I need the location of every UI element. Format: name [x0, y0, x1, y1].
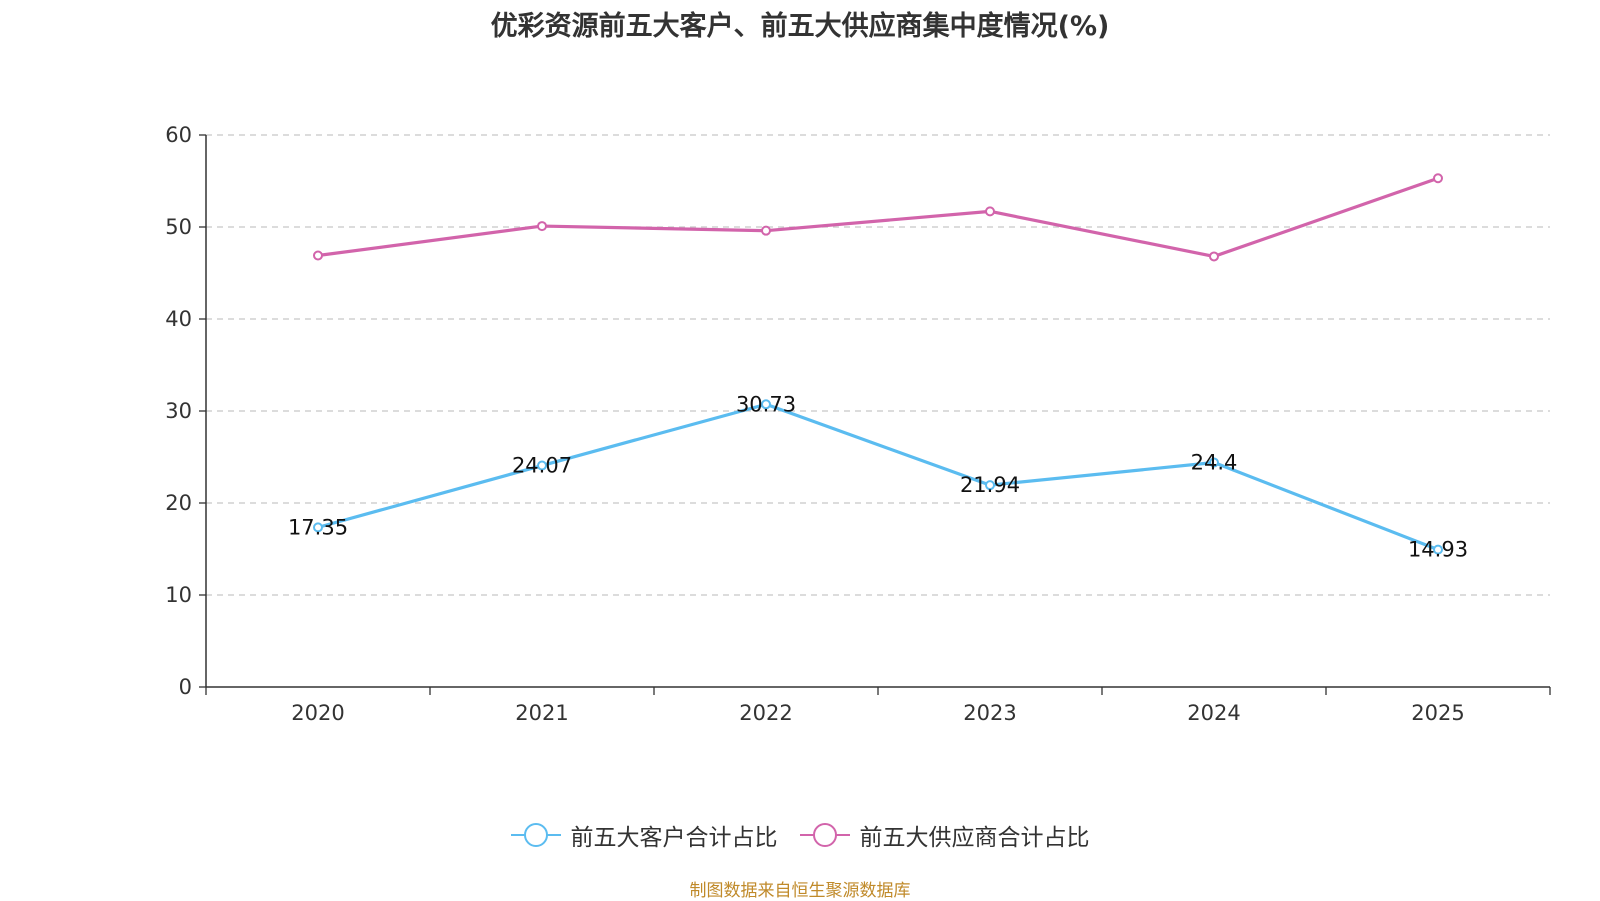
point-0-2023 — [985, 480, 995, 491]
y-tick-label-20: 20 — [165, 491, 192, 515]
y-tick-label-30: 30 — [165, 399, 192, 423]
x-tick-label-2022: 2022 — [739, 701, 792, 725]
point-0-2020 — [313, 522, 323, 533]
x-tick-label-2023: 2023 — [963, 701, 1016, 725]
legend-item-customers[interactable]: 前五大客户合计占比 — [510, 818, 778, 852]
y-tick-label-50: 50 — [165, 215, 192, 239]
data-label-0-2021: 24.07 — [512, 454, 572, 478]
point-0-2024 — [1209, 457, 1219, 468]
legend-item-suppliers[interactable]: 前五大供应商合计占比 — [799, 818, 1090, 852]
point-1-2024 — [1209, 251, 1219, 262]
series-line-0 — [317, 402, 1439, 552]
point-0-2025 — [1433, 544, 1443, 555]
point-1-2025 — [1433, 173, 1443, 184]
point-1-2020 — [313, 250, 323, 261]
gridlines — [206, 134, 1550, 596]
point-1-2023 — [985, 206, 995, 217]
series-line-1 — [317, 176, 1439, 259]
data-labels: 17.35 24.07 30.73 21.94 24.4 14.93 — [288, 392, 1468, 561]
point-1-2022 — [761, 225, 771, 236]
data-label-0-2025: 14.93 — [1408, 538, 1468, 562]
y-tick-label-0: 0 — [179, 675, 192, 699]
legend-label-suppliers: 前五大供应商合计占比 — [859, 825, 1090, 851]
data-label-0-2022: 30.73 — [736, 392, 796, 416]
chart-title: 优彩资源前五大客户、前五大供应商集中度情况(%) — [490, 11, 1110, 42]
series — [313, 173, 1443, 555]
data-label-0-2023: 21.94 — [960, 473, 1020, 497]
x-tick-label-2021: 2021 — [515, 701, 568, 725]
y-tick-label-40: 40 — [165, 307, 192, 331]
legend-label-customers: 前五大客户合计占比 — [570, 825, 778, 851]
point-1-2021 — [537, 221, 547, 232]
data-label-0-2020: 17.35 — [288, 515, 348, 539]
x-tick-label-2024: 2024 — [1187, 701, 1240, 725]
data-label-0-2024: 24.4 — [1191, 451, 1238, 475]
axes: 0 10 20 30 40 50 60 2020 2021 2022 2023 2024 2025 — [165, 123, 1551, 725]
y-tick-label-10: 10 — [165, 583, 192, 607]
x-tick-label-2025: 2025 — [1411, 701, 1464, 725]
legend-marker-customers-icon — [510, 823, 561, 847]
y-tick-label-60: 60 — [165, 123, 192, 147]
legend: 前五大客户合计占比 前五大供应商合计占比 — [0, 818, 1600, 852]
legend-marker-suppliers-icon — [799, 823, 850, 847]
x-tick-label-2020: 2020 — [291, 701, 344, 725]
source-note: 制图数据来自恒生聚源数据库 — [689, 881, 911, 901]
point-0-2022 — [761, 399, 771, 410]
point-0-2021 — [537, 460, 547, 471]
